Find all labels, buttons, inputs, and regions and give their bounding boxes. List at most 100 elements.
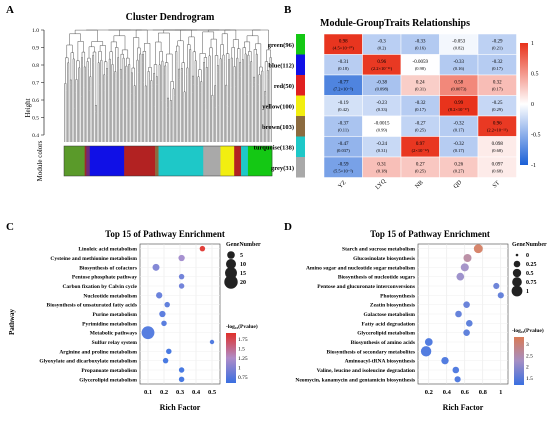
heatmap-cell-value: -0.31 (338, 60, 349, 65)
heatmap-cell-value: 0.26 (454, 163, 463, 168)
dendrogram-y-tick-label: 0.4 (32, 133, 39, 139)
x-tick-label: 1 (499, 389, 502, 396)
enrichment-panel-c: Top 15 of Pathway Enrichment Pathway 0.1… (8, 229, 261, 412)
color-legend-label: 1.5 (526, 376, 533, 382)
heatmap-row-label: brown(103) (262, 124, 294, 131)
heatmap-cell-pvalue: (8.2×10⁻¹⁷) (448, 107, 469, 112)
heatmap-cell-pvalue: (0.68) (492, 169, 503, 174)
heatmap-scale-label: 0 (531, 102, 534, 108)
heatmap-cell-value: 0.58 (454, 81, 463, 86)
color-legend-label: 1.5 (238, 346, 245, 352)
module-color-swatch (296, 95, 305, 116)
dendrogram-branches (64, 29, 272, 142)
pathway-label: Pentose phosphate pathway (72, 275, 137, 281)
enrichment-point (455, 310, 462, 318)
pathway-label: Biosynthesis of nucleotide sugars (338, 275, 415, 281)
module-colors-label: Module colors (36, 140, 44, 181)
size-legend-dot (511, 285, 523, 297)
color-legend-label: 3 (526, 342, 529, 348)
pathway-label: Nucleotide metabolism (83, 293, 137, 299)
heatmap-scale-bar (520, 43, 528, 165)
enrichment-point (463, 253, 472, 263)
size-legend-dot (227, 251, 235, 259)
pathway-label: Zeatin biosynthesis (370, 303, 415, 309)
enrichment-point (424, 338, 433, 346)
enrichment-point (159, 310, 166, 318)
heatmap-column-label: NB (414, 180, 424, 190)
heatmap-cell-pvalue: (0.99) (376, 128, 387, 133)
enrichment-point (178, 283, 185, 289)
enrichment-point (178, 273, 185, 280)
pathway-label: Starch and sucrose metabolism (342, 247, 415, 253)
size-legend-label: 10 (240, 262, 246, 268)
size-legend-title: GeneNumber (512, 242, 547, 248)
heatmap-cell-value: 0.97 (416, 142, 425, 147)
dendrogram-y-tick-label: 0.9 (32, 46, 39, 52)
heatmap-row-label: grey(31) (271, 165, 294, 172)
dendrogram-y-tick-label: 0.7 (32, 81, 39, 87)
heatmap-cell-pvalue: (0.17) (492, 66, 503, 71)
heatmap-panel: Module-GroupTraits Relationships green(9… (254, 18, 541, 191)
enrichment-point (463, 329, 470, 336)
heatmap-cell-pvalue: (0.17) (492, 87, 503, 92)
enrichment-point (156, 292, 163, 299)
heatmap-column-label: LYQ (375, 178, 388, 191)
module-color-segment (158, 146, 204, 176)
heatmap-cell-pvalue: (2.2×10⁻¹¹) (371, 66, 392, 71)
enrichment-point (441, 356, 449, 365)
heatmap-cell-value: -0.0015 (374, 122, 390, 127)
x-tick-label: 0.4 (192, 389, 201, 396)
pathway-label: Sulfur relay system (92, 340, 138, 346)
size-legend-label: 5 (240, 253, 243, 259)
heatmap-scale-label: 1 (531, 41, 534, 47)
heatmap-cell-pvalue: (7.2×10⁻⁵) (333, 87, 353, 92)
size-legend-label: 15 (240, 271, 246, 277)
heatmap-cell-value: -0.37 (338, 122, 349, 127)
enrichment-point (460, 263, 469, 272)
heatmap-cell-pvalue: (0.098) (375, 87, 389, 92)
heatmap-cell-pvalue: (0.21) (492, 46, 503, 51)
pathway-label: Glucosinolate biosynthesis (353, 256, 415, 262)
module-color-segment (64, 146, 85, 176)
panel-label-c: C (6, 221, 14, 233)
pathway-label: Glycerolipid metabolism (357, 331, 415, 337)
heatmap-cell-pvalue: (0.25) (415, 169, 426, 174)
enrichment-point (420, 346, 432, 357)
heatmap-cell-value: -0.23 (377, 101, 388, 106)
enrichment-point (161, 320, 167, 327)
heatmap-column-label: QD (453, 179, 464, 190)
heatmap-cell-value: 0.99 (454, 101, 463, 106)
color-legend-label: 1 (238, 366, 241, 372)
heatmap-cell-value: -0.47 (338, 142, 349, 147)
enrichment-d-grid: 0.2 0.4 0.6 0.8 1 Starch and sucrose metaboli… (295, 244, 508, 396)
pathway-label: Pentose and glucuronate interconversions (317, 284, 415, 290)
heatmap-cell-value: -0.053 (452, 40, 465, 45)
heatmap-cell-value: -0.32 (454, 122, 465, 127)
heatmap-cell-value: -0.33 (454, 60, 465, 65)
pathway-label: Neomycin, kanamycin and gentamicin biosy… (295, 377, 415, 383)
size-legend-label: 0.75 (526, 280, 537, 286)
enrichment-point (166, 348, 172, 355)
heatmap-cell-value: -0.77 (338, 81, 349, 86)
heatmap-cell-value: 0.27 (416, 163, 425, 168)
size-legend-dot (225, 267, 237, 279)
heatmap-cell-value: 0.96 (493, 122, 502, 127)
x-tick-label: 0.8 (479, 389, 488, 396)
module-color-segment (220, 146, 235, 176)
x-tick-label: 0.5 (208, 389, 217, 396)
enrichment-c-legend: GeneNumber 5 10 15 20 -log₁₀(Pvalue) 1.75 1.5 1.… (224, 242, 261, 383)
heatmap-cell-pvalue: (0.98) (415, 66, 426, 71)
color-legend-label: 1.75 (238, 337, 248, 343)
module-color-segment (155, 146, 159, 176)
pathway-label: Galactose metabolism (364, 312, 416, 318)
module-color-swatch (296, 136, 305, 157)
enrichment-d-title: Top 15 of Pathway Enrichment (370, 229, 490, 239)
x-tick-label: 0.2 (425, 389, 433, 396)
heatmap-cell-value: -0.0059 (413, 60, 429, 65)
heatmap-cell-value: -0.19 (338, 101, 349, 106)
heatmap-cell-pvalue: (0.29) (492, 107, 503, 112)
enrichment-point (473, 244, 483, 254)
heatmap-cell-value: -0.24 (377, 142, 388, 147)
pathway-label: Propanoate metabolism (81, 368, 137, 374)
heatmap-title: Module-GroupTraits Relationships (320, 18, 470, 29)
